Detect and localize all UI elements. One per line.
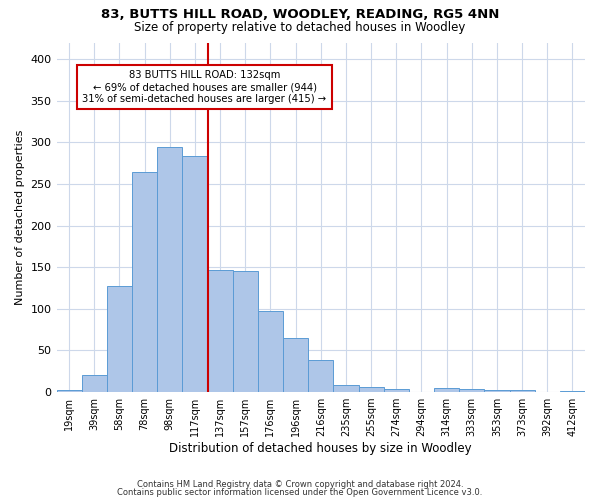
Bar bbox=[434, 388, 459, 392]
Bar bbox=[359, 387, 383, 392]
Bar bbox=[334, 386, 359, 392]
Text: Contains HM Land Registry data © Crown copyright and database right 2024.: Contains HM Land Registry data © Crown c… bbox=[137, 480, 463, 489]
Text: 83 BUTTS HILL ROAD: 132sqm
← 69% of detached houses are smaller (944)
31% of sem: 83 BUTTS HILL ROAD: 132sqm ← 69% of deta… bbox=[82, 70, 326, 104]
Bar bbox=[383, 389, 409, 392]
Bar bbox=[208, 270, 233, 392]
Y-axis label: Number of detached properties: Number of detached properties bbox=[15, 130, 25, 305]
Bar bbox=[132, 172, 157, 392]
Bar bbox=[308, 360, 334, 392]
Text: Size of property relative to detached houses in Woodley: Size of property relative to detached ho… bbox=[134, 21, 466, 34]
Bar bbox=[107, 286, 132, 392]
Bar bbox=[82, 374, 107, 392]
X-axis label: Distribution of detached houses by size in Woodley: Distribution of detached houses by size … bbox=[169, 442, 472, 455]
Bar bbox=[157, 146, 182, 392]
Bar bbox=[459, 389, 484, 392]
Bar bbox=[258, 310, 283, 392]
Text: Contains public sector information licensed under the Open Government Licence v3: Contains public sector information licen… bbox=[118, 488, 482, 497]
Bar bbox=[182, 156, 208, 392]
Bar bbox=[509, 390, 535, 392]
Bar bbox=[56, 390, 82, 392]
Bar bbox=[283, 338, 308, 392]
Bar bbox=[233, 272, 258, 392]
Bar bbox=[484, 390, 509, 392]
Text: 83, BUTTS HILL ROAD, WOODLEY, READING, RG5 4NN: 83, BUTTS HILL ROAD, WOODLEY, READING, R… bbox=[101, 8, 499, 20]
